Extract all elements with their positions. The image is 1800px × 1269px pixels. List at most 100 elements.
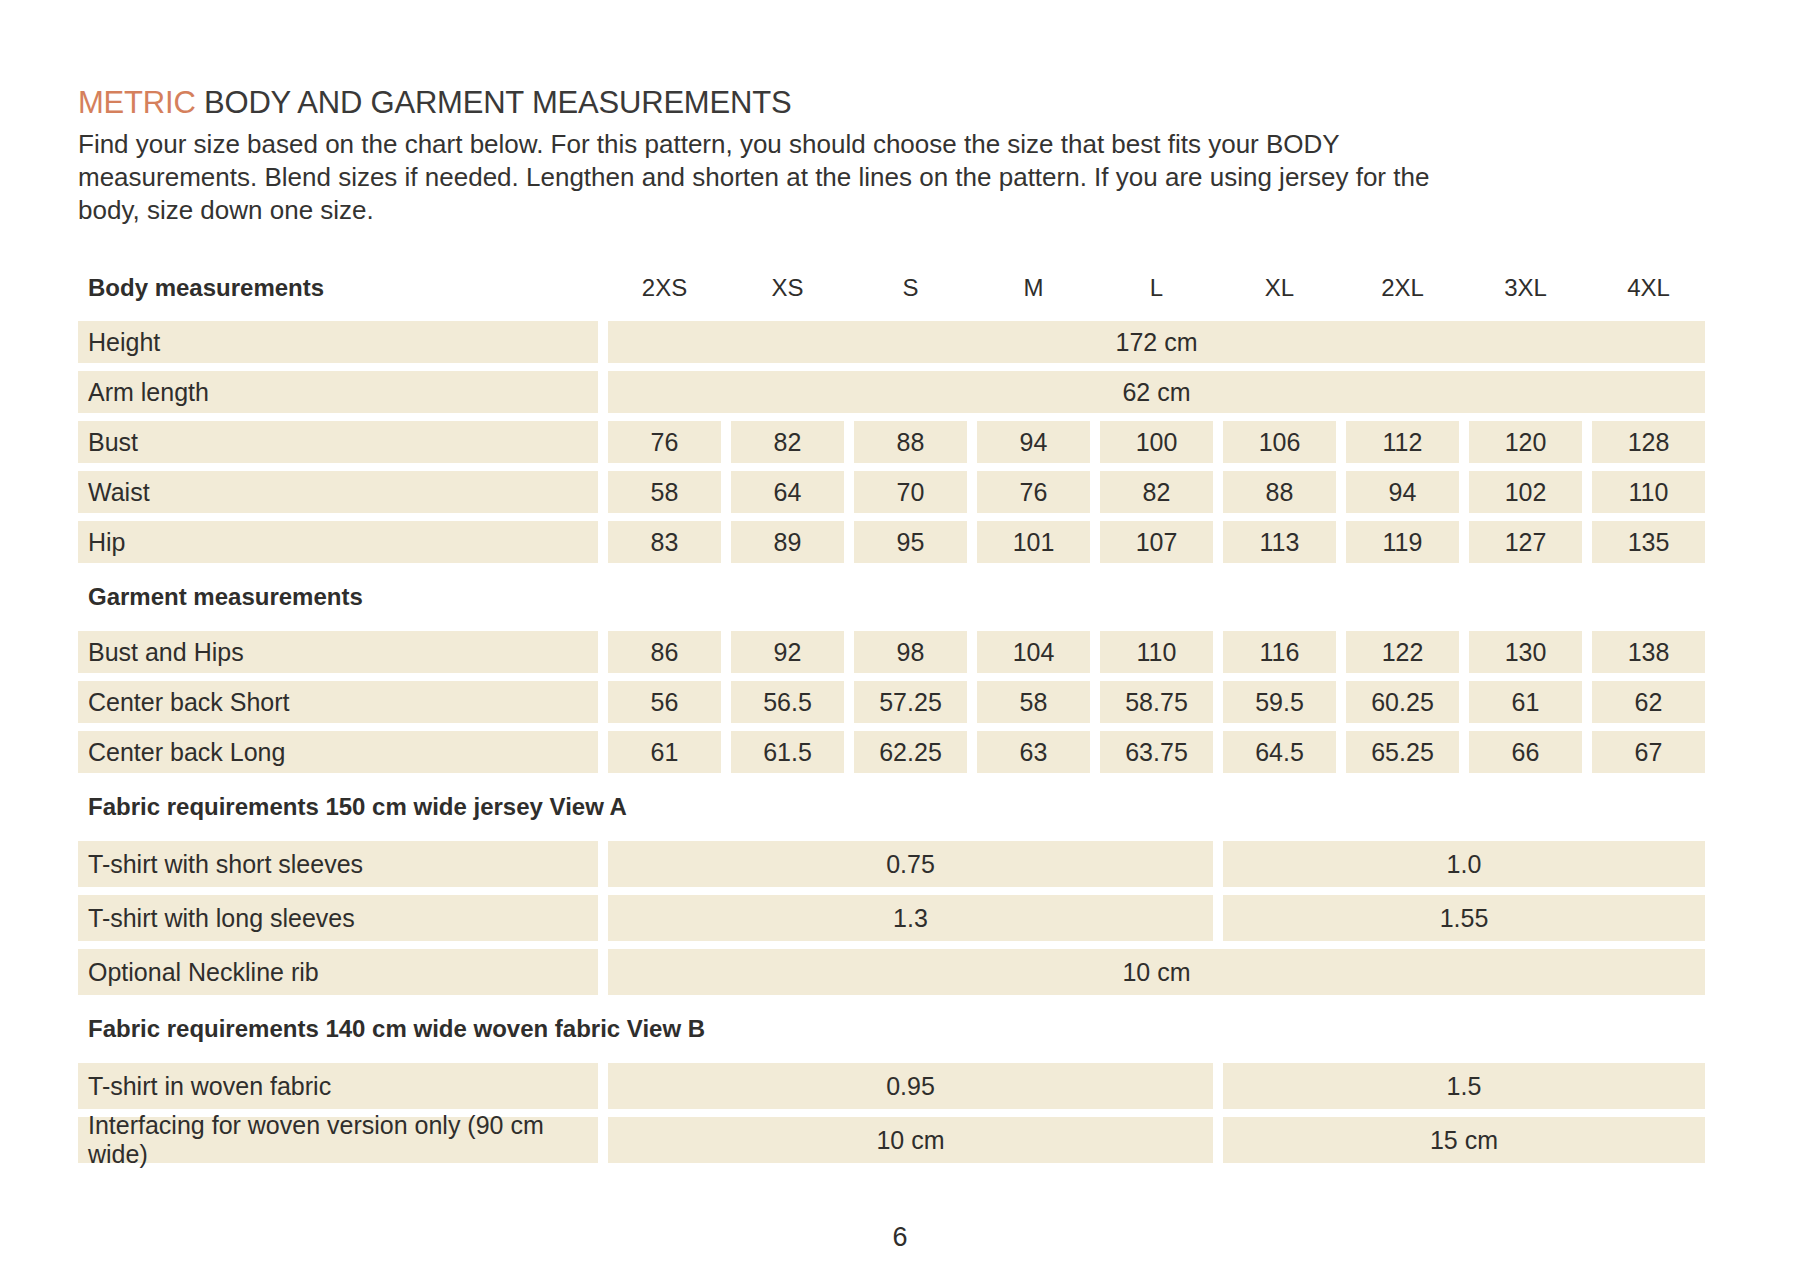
cell-value: 63.75 xyxy=(1100,731,1213,773)
cell-value: 95 xyxy=(854,521,967,563)
cell-value: 112 xyxy=(1346,421,1459,463)
row-value-split: 1.55 xyxy=(1223,895,1705,941)
row-value-split: 1.5 xyxy=(1223,1063,1705,1109)
cell-value: 82 xyxy=(1100,471,1213,513)
cell-value: 58 xyxy=(977,681,1090,723)
row-value-split: 15 cm xyxy=(1223,1117,1705,1163)
table-header-label: Body measurements xyxy=(78,263,598,313)
cell-value: 56 xyxy=(608,681,721,723)
cell-value: 122 xyxy=(1346,631,1459,673)
row-value-split: 1.0 xyxy=(1223,841,1705,887)
cell-value: 83 xyxy=(608,521,721,563)
cell-value: 61 xyxy=(1469,681,1582,723)
cell-value: 101 xyxy=(977,521,1090,563)
cell-value: 59.5 xyxy=(1223,681,1336,723)
row-label: Arm length xyxy=(78,371,598,413)
cell-value: 102 xyxy=(1469,471,1582,513)
size-column-header: XS xyxy=(731,263,844,313)
row-label: T-shirt with short sleeves xyxy=(78,841,598,887)
row-label: T-shirt with long sleeves xyxy=(78,895,598,941)
page-number: 6 xyxy=(0,1222,1800,1253)
row-value-split: 0.75 xyxy=(608,841,1213,887)
size-column-header: M xyxy=(977,263,1090,313)
cell-value: 138 xyxy=(1592,631,1705,673)
row-label: Bust xyxy=(78,421,598,463)
row-value-span: 10 cm xyxy=(608,949,1705,995)
page-title: METRIC BODY AND GARMENT MEASUREMENTS xyxy=(78,84,1800,122)
cell-value: 86 xyxy=(608,631,721,673)
cell-value: 64 xyxy=(731,471,844,513)
cell-value: 135 xyxy=(1592,521,1705,563)
cell-value: 88 xyxy=(1223,471,1336,513)
cell-value: 58.75 xyxy=(1100,681,1213,723)
section-header: Fabric requirements 140 cm wide woven fa… xyxy=(78,1003,1705,1055)
cell-value: 70 xyxy=(854,471,967,513)
row-label: Center back Long xyxy=(78,731,598,773)
cell-value: 62 xyxy=(1592,681,1705,723)
size-table: Body measurements2XSXSSMLXL2XL3XL4XL Heig… xyxy=(78,263,1705,1163)
cell-value: 94 xyxy=(977,421,1090,463)
cell-value: 106 xyxy=(1223,421,1336,463)
cell-value: 88 xyxy=(854,421,967,463)
row-label: T-shirt in woven fabric xyxy=(78,1063,598,1109)
section-header: Garment measurements xyxy=(78,571,1705,623)
document-page: METRIC BODY AND GARMENT MEASUREMENTS Fin… xyxy=(0,0,1800,1269)
cell-value: 110 xyxy=(1592,471,1705,513)
cell-value: 110 xyxy=(1100,631,1213,673)
cell-value: 57.25 xyxy=(854,681,967,723)
size-column-header: 3XL xyxy=(1469,263,1582,313)
intro-line: body, size down one size. xyxy=(78,194,1800,227)
cell-value: 63 xyxy=(977,731,1090,773)
page-title-accent: METRIC xyxy=(78,85,196,120)
cell-value: 62.25 xyxy=(854,731,967,773)
page-title-rest: BODY AND GARMENT MEASUREMENTS xyxy=(196,85,792,120)
cell-value: 98 xyxy=(854,631,967,673)
cell-value: 66 xyxy=(1469,731,1582,773)
cell-value: 76 xyxy=(977,471,1090,513)
intro-line: Find your size based on the chart below.… xyxy=(78,128,1800,161)
row-value-split: 1.3 xyxy=(608,895,1213,941)
cell-value: 116 xyxy=(1223,631,1336,673)
cell-value: 67 xyxy=(1592,731,1705,773)
cell-value: 60.25 xyxy=(1346,681,1459,723)
row-value-span: 62 cm xyxy=(608,371,1705,413)
cell-value: 92 xyxy=(731,631,844,673)
cell-value: 65.25 xyxy=(1346,731,1459,773)
intro-paragraph: Find your size based on the chart below.… xyxy=(78,128,1800,227)
cell-value: 128 xyxy=(1592,421,1705,463)
cell-value: 127 xyxy=(1469,521,1582,563)
cell-value: 61 xyxy=(608,731,721,773)
section-header: Fabric requirements 150 cm wide jersey V… xyxy=(78,781,1705,833)
cell-value: 104 xyxy=(977,631,1090,673)
cell-value: 107 xyxy=(1100,521,1213,563)
size-column-header: L xyxy=(1100,263,1213,313)
cell-value: 113 xyxy=(1223,521,1336,563)
size-column-header: XL xyxy=(1223,263,1336,313)
cell-value: 119 xyxy=(1346,521,1459,563)
cell-value: 61.5 xyxy=(731,731,844,773)
size-column-header: 2XS xyxy=(608,263,721,313)
row-label: Bust and Hips xyxy=(78,631,598,673)
cell-value: 76 xyxy=(608,421,721,463)
row-value-span: 172 cm xyxy=(608,321,1705,363)
cell-value: 56.5 xyxy=(731,681,844,723)
row-label: Waist xyxy=(78,471,598,513)
cell-value: 64.5 xyxy=(1223,731,1336,773)
cell-value: 58 xyxy=(608,471,721,513)
cell-value: 120 xyxy=(1469,421,1582,463)
row-value-split: 10 cm xyxy=(608,1117,1213,1163)
intro-line: measurements. Blend sizes if needed. Len… xyxy=(78,161,1800,194)
cell-value: 94 xyxy=(1346,471,1459,513)
size-column-header: 4XL xyxy=(1592,263,1705,313)
row-label: Optional Neckline rib xyxy=(78,949,598,995)
size-column-header: 2XL xyxy=(1346,263,1459,313)
row-label: Center back Short xyxy=(78,681,598,723)
row-label: Hip xyxy=(78,521,598,563)
row-label: Interfacing for woven version only (90 c… xyxy=(78,1117,598,1163)
size-column-header: S xyxy=(854,263,967,313)
cell-value: 130 xyxy=(1469,631,1582,673)
row-label: Height xyxy=(78,321,598,363)
cell-value: 100 xyxy=(1100,421,1213,463)
cell-value: 89 xyxy=(731,521,844,563)
cell-value: 82 xyxy=(731,421,844,463)
